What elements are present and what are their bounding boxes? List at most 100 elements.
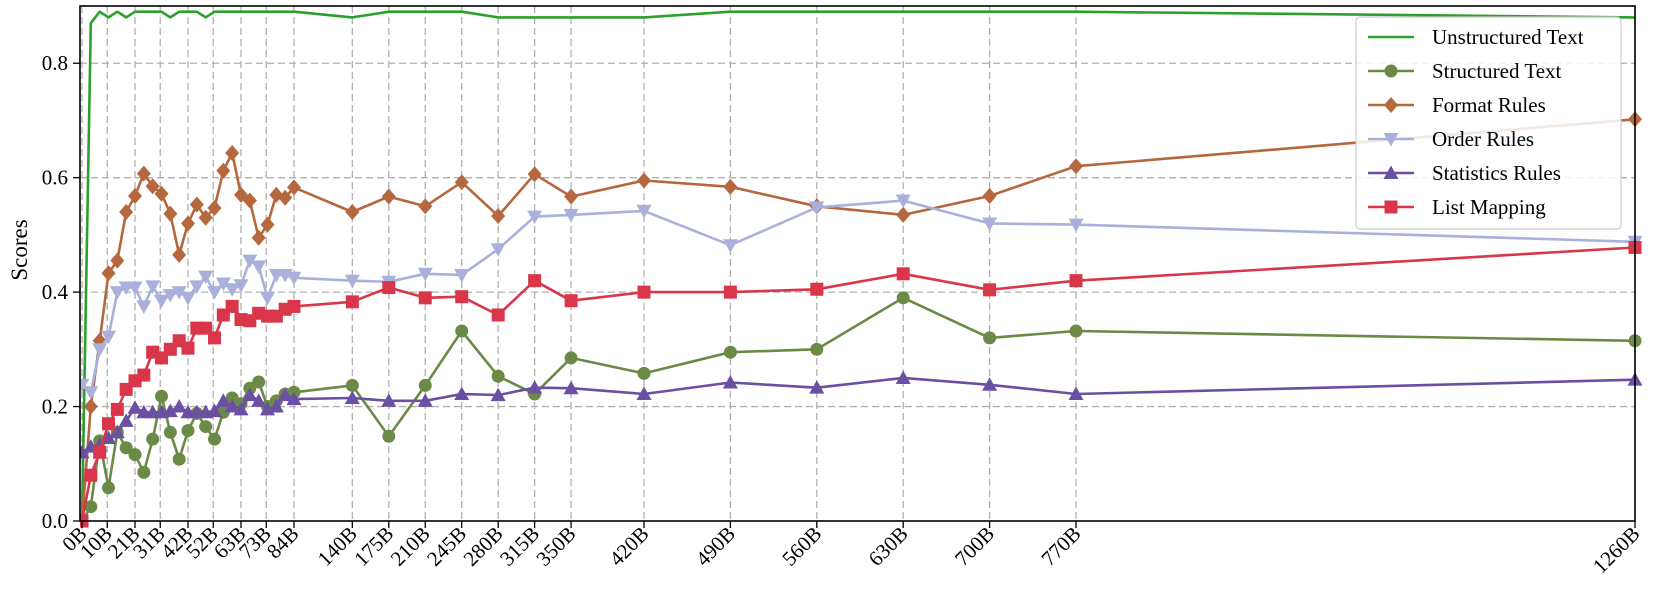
data-point-statistics-rules [215, 393, 231, 407]
data-point-format-rules [637, 172, 651, 189]
data-point-order-rules [145, 280, 161, 294]
data-point-format-rules [207, 199, 222, 216]
data-point-order-rules [198, 270, 214, 285]
series-order-rules [80, 194, 1643, 400]
x-tick-label: 245B [422, 522, 471, 571]
x-tick-label: 280B [459, 522, 508, 571]
data-point-list-mapping [810, 282, 824, 296]
x-tick-label: 315B [495, 522, 544, 571]
data-point-statistics-rules [162, 403, 178, 418]
data-point-format-rules [527, 166, 542, 183]
data-point-order-rules [260, 291, 275, 306]
data-point-order-rules [490, 243, 506, 257]
data-point-list-mapping [102, 417, 115, 431]
data-point-format-rules [345, 204, 360, 220]
data-point-structured-text [455, 324, 469, 338]
data-point-format-rules [491, 208, 506, 225]
legend-item-order-rules: Order Rules [1368, 127, 1534, 151]
data-point-structured-text [199, 420, 213, 434]
x-tick-label: 700B [950, 522, 999, 571]
data-point-format-rules [145, 178, 160, 195]
data-point-order-rules [109, 286, 125, 300]
data-point-structured-text [155, 389, 168, 403]
data-point-format-rules [198, 209, 213, 226]
data-point-list-mapping [455, 290, 469, 304]
data-point-format-rules [251, 229, 266, 246]
data-point-format-rules [242, 192, 257, 209]
data-point-order-rules [92, 343, 108, 357]
x-tick-label: 490B [691, 522, 740, 571]
data-point-order-rules [224, 283, 240, 297]
data-point-list-mapping [137, 368, 151, 382]
data-point-format-rules [83, 398, 98, 415]
data-point-format-rules [1069, 158, 1083, 175]
y-ticks: 0.0 0.2 0.4 0.6 0.8 [42, 51, 80, 533]
data-point-format-rules [216, 162, 231, 179]
data-point-order-rules [286, 271, 302, 286]
legend-marker-format-rules [1384, 97, 1398, 113]
data-point-statistics-rules [171, 399, 187, 413]
data-point-list-mapping [382, 281, 396, 295]
data-point-list-mapping [528, 274, 542, 288]
data-point-structured-text [208, 432, 221, 446]
data-point-list-mapping [418, 291, 432, 305]
data-point-structured-text [1069, 324, 1083, 338]
data-point-statistics-rules [207, 403, 222, 418]
data-point-structured-text [345, 378, 359, 392]
data-point-format-rules [260, 216, 275, 233]
data-point-list-mapping [84, 468, 98, 482]
data-point-order-rules [251, 260, 267, 274]
legend-marker-order-rules [1383, 133, 1399, 147]
data-point-statistics-rules [982, 377, 998, 391]
data-point-structured-text [172, 452, 186, 466]
data-point-order-rules [83, 386, 99, 400]
data-point-format-rules [154, 185, 169, 202]
data-point-order-rules [982, 217, 998, 231]
data-point-structured-text [637, 366, 651, 380]
data-point-structured-text [163, 425, 177, 439]
data-point-order-rules [344, 274, 360, 289]
legend-item-unstructured-text: Unstructured Text [1368, 25, 1584, 49]
data-point-statistics-rules [224, 399, 240, 413]
legend-label-format-rules: Format Rules [1432, 93, 1546, 117]
x-tick-label: 770B [1036, 522, 1085, 571]
data-point-format-rules [119, 204, 134, 220]
plot-frame [79, 5, 1636, 522]
data-point-format-rules [278, 189, 293, 206]
data-point-statistics-rules [381, 393, 397, 407]
x-tick-label: 1260B [1588, 522, 1645, 579]
legend-marker-list-mapping [1384, 200, 1398, 214]
data-point-statistics-rules [809, 380, 825, 394]
data-point-statistics-rules [127, 400, 143, 414]
data-point-order-rules [154, 294, 169, 309]
y-tick-label: 0.8 [42, 51, 68, 75]
y-tick-label: 0.2 [42, 395, 68, 419]
data-point-list-mapping [181, 341, 195, 355]
x-tick-label: 350B [531, 522, 580, 571]
data-point-structured-text [418, 378, 432, 392]
legend-item-list-mapping: List Mapping [1368, 195, 1546, 219]
series-line-structured-text [80, 296, 1636, 522]
data-point-order-rules [527, 210, 543, 225]
x-tick-label: 175B [349, 522, 398, 571]
data-point-statistics-rules [722, 375, 738, 389]
data-point-format-rules [982, 187, 997, 204]
data-point-list-mapping [110, 402, 124, 416]
data-point-order-rules [242, 254, 258, 269]
data-point-format-rules [136, 165, 151, 182]
data-point-statistics-rules [636, 386, 652, 400]
data-point-statistics-rules [344, 390, 360, 404]
y-tick-label: 0.6 [42, 166, 68, 190]
data-point-order-rules [207, 286, 222, 300]
y-tick-label: 0.0 [42, 509, 68, 533]
data-point-format-rules [564, 188, 579, 205]
data-point-order-rules [563, 208, 579, 223]
data-point-structured-text [491, 369, 505, 383]
legend-item-format-rules: Format Rules [1368, 93, 1546, 117]
data-point-order-rules [180, 291, 196, 306]
data-point-list-mapping [1069, 274, 1083, 288]
data-point-structured-text [128, 448, 142, 462]
data-point-statistics-rules [268, 399, 284, 413]
data-point-format-rules [225, 145, 240, 162]
